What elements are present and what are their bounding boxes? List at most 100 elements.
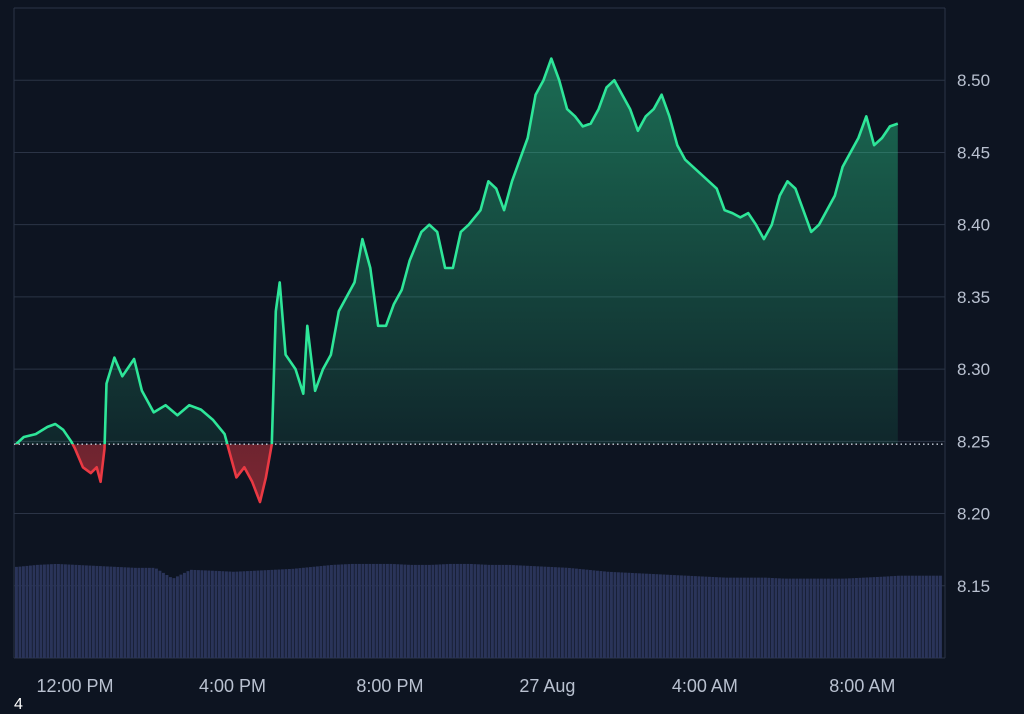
volume-bar: [375, 563, 379, 658]
volume-bar: [708, 576, 711, 658]
volume-bar: [781, 578, 785, 658]
volume-bar: [771, 577, 774, 658]
volume-bar: [774, 578, 778, 658]
x-tick-label: 4:00 AM: [672, 676, 738, 696]
volume-bar: [767, 577, 771, 658]
volume-bar: [687, 575, 690, 658]
volume-bar: [228, 571, 232, 658]
volume-bar: [855, 578, 858, 658]
volume-bar: [130, 567, 134, 658]
x-tick-label: 27 Aug: [519, 676, 575, 696]
volume-bar: [463, 563, 466, 658]
volume-bar: [120, 567, 123, 658]
volume-bar: [312, 566, 316, 658]
volume-bar: [669, 574, 673, 658]
volume-bar: [750, 577, 753, 658]
volume-bar: [141, 567, 144, 658]
volume-bar: [799, 578, 802, 658]
volume-bar: [876, 576, 879, 658]
volume-bar: [85, 565, 88, 658]
volume-bar: [743, 577, 746, 658]
volume-bar: [459, 563, 463, 658]
volume-bar: [382, 563, 386, 658]
volume-bar: [568, 567, 571, 658]
volume-bar: [512, 565, 515, 658]
volume-bar: [904, 575, 907, 658]
volume-bar: [624, 572, 627, 658]
y-tick-label: 8.50: [957, 71, 990, 90]
volume-bar: [242, 571, 246, 658]
y-tick-label: 8.40: [957, 216, 990, 235]
volume-bar: [697, 576, 701, 658]
volume-bar: [421, 564, 424, 658]
volume-bar: [456, 563, 459, 658]
volume-bar: [823, 578, 827, 658]
volume-bar: [914, 575, 918, 658]
volume-bar: [365, 563, 368, 658]
volume-bar: [484, 564, 487, 658]
volume-bar: [428, 564, 431, 658]
volume-bar: [46, 564, 50, 658]
volume-bar: [438, 564, 442, 658]
volume-bar: [764, 577, 767, 658]
volume-bar: [424, 564, 428, 658]
volume-bar: [337, 564, 340, 658]
y-tick-label: 8.20: [957, 505, 990, 524]
volume-bar: [526, 565, 529, 658]
x-tick-label: 12:00 PM: [36, 676, 113, 696]
volume-bar: [620, 572, 624, 658]
volume-bar: [543, 566, 547, 658]
y-tick-label: 8.30: [957, 360, 990, 379]
volume-bar: [67, 564, 71, 658]
volume-bar: [351, 563, 354, 658]
volume-bar: [225, 571, 228, 658]
volume-bar: [218, 571, 221, 658]
volume-bar: [32, 565, 36, 658]
volume-bar: [214, 570, 218, 658]
volume-bar: [648, 573, 652, 658]
volume-bar: [148, 567, 151, 658]
volume-bar: [809, 578, 813, 658]
volume-bar: [43, 564, 46, 658]
volume-bar: [690, 575, 694, 658]
volume-bar: [442, 564, 445, 658]
volume-bar: [60, 564, 64, 658]
area-down: [72, 444, 272, 502]
volume-bar: [281, 569, 284, 658]
x-tick-label: 8:00 AM: [829, 676, 895, 696]
volume-bar: [858, 577, 862, 658]
volume-bar: [295, 568, 298, 658]
volume-bar: [662, 574, 666, 658]
volume-bar: [907, 575, 911, 658]
volume-bar: [200, 570, 204, 658]
volume-bar: [862, 577, 865, 658]
volume-bar: [746, 577, 750, 658]
volume-bar: [414, 564, 417, 658]
volume-bar: [480, 564, 484, 658]
volume-bar: [725, 577, 729, 658]
volume-bar: [785, 578, 788, 658]
volume-bar: [890, 576, 893, 658]
volume-bar: [806, 578, 809, 658]
volume-bar: [22, 566, 25, 658]
volume-bar: [694, 576, 697, 658]
volume-bar: [844, 578, 848, 658]
volume-bar: [57, 564, 60, 658]
volume-bar: [596, 570, 599, 658]
price-line-up: [15, 57, 899, 445]
volume-bar: [666, 574, 669, 658]
volume-bar: [162, 572, 165, 658]
volume-bar: [515, 565, 519, 658]
price-line: [15, 57, 899, 504]
volume-bar: [393, 564, 396, 658]
volume-bar: [333, 564, 337, 658]
volume-bar: [169, 577, 172, 658]
volume-bar: [683, 575, 687, 658]
y-axis: 8.50 8.45 8.40 8.35 8.30 8.25 8.20 8.15: [957, 71, 990, 596]
volume-bar: [64, 564, 67, 658]
volume-bar: [522, 565, 526, 658]
volume-bar: [883, 576, 886, 658]
volume-bar: [795, 578, 799, 658]
volume-bar: [536, 566, 540, 658]
